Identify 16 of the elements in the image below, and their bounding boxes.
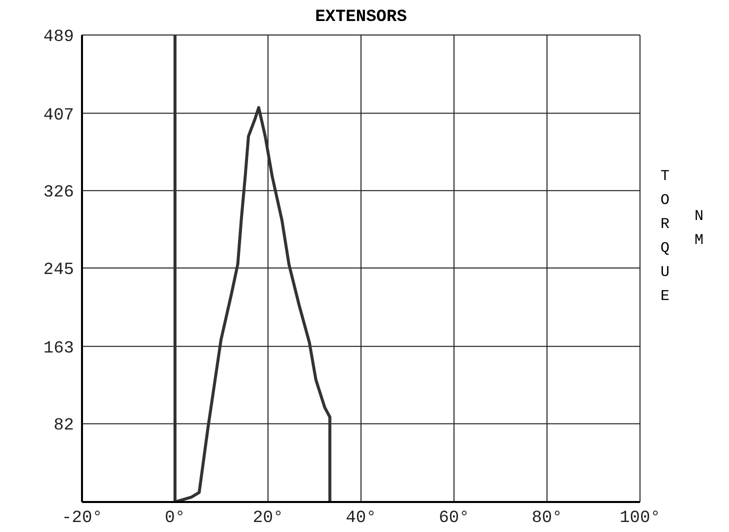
y-tick-label: 489 xyxy=(43,28,74,48)
x-tick-label: 0° xyxy=(164,509,186,528)
x-tick-label: 100° xyxy=(620,509,660,528)
x-tick-label: 80° xyxy=(532,509,562,528)
y-tick-label: 163 xyxy=(43,339,74,358)
y-tick-label: 407 xyxy=(43,106,74,126)
y-tick-label: 326 xyxy=(43,184,74,203)
y-tick-label: 82 xyxy=(54,416,74,436)
x-tick-label: 40° xyxy=(346,509,376,528)
y-tick-label: 245 xyxy=(43,261,74,280)
x-tick-label: 60° xyxy=(438,509,470,528)
x-tick-label: 20° xyxy=(252,509,284,528)
line-series xyxy=(174,35,332,502)
chart-title: EXTENSORS xyxy=(314,8,408,27)
x-tick-label: -20° xyxy=(62,509,102,528)
text: TORQUE NM xyxy=(660,168,704,305)
